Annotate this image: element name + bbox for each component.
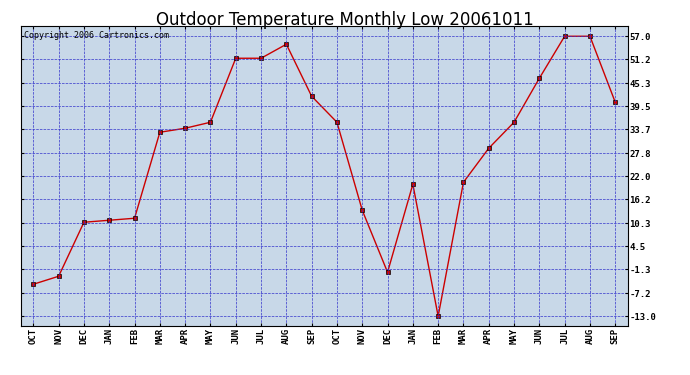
Text: Outdoor Temperature Monthly Low 20061011: Outdoor Temperature Monthly Low 20061011 <box>156 11 534 29</box>
Text: Copyright 2006 Cartronics.com: Copyright 2006 Cartronics.com <box>23 31 169 40</box>
